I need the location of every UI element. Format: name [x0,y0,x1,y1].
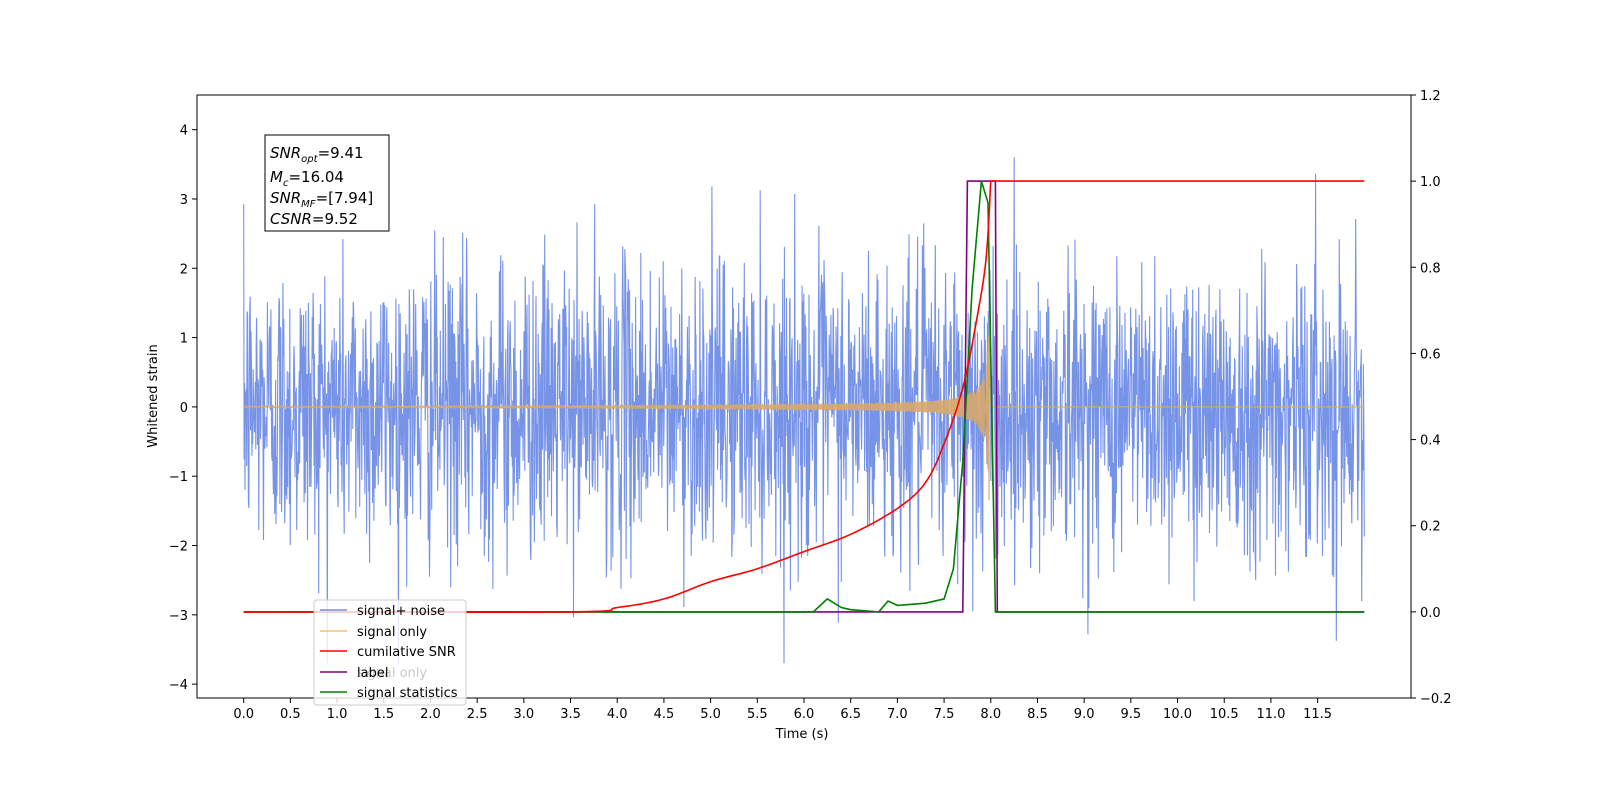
y-tick-label: −4 [169,678,188,693]
y-tick-label: 1 [180,332,188,347]
y-tick-label: 2 [180,262,188,277]
signal-plus-noise-line [243,157,1365,664]
x-tick-label: 8.5 [1027,707,1048,722]
y2-tick-label: 0.4 [1420,434,1441,449]
cumulative-snr-line [243,180,1365,613]
y2-tick-label: −0.2 [1420,692,1452,707]
legend-label-label: label [357,666,388,681]
x-tick-label: 5.0 [700,707,721,722]
legend-label-signal-statistics: signal statistics [357,686,458,701]
y-tick-label: 3 [180,193,188,208]
x-tick-label: 8.0 [980,707,1001,722]
snr-annotation-box: SNRopt=9.41 Mc=16.04 SNRMF=[7.94] CSNR=9… [264,134,390,232]
y-tick-label: −1 [169,470,188,485]
x-tick-label: 11.0 [1256,707,1285,722]
x-tick-label: 3.0 [514,707,535,722]
x-tick-label: 2.5 [467,707,488,722]
x-tick-label: 4.0 [607,707,628,722]
annotation-csnr: CSNR=9.52 [270,210,358,228]
annotation-mc: Mc=16.04 [270,168,344,189]
legend-occluded-text: signal only [357,666,427,681]
y2-tick-label: 0.8 [1420,261,1441,276]
y-tick-label: 4 [180,124,188,139]
y2-tick-label: 0.2 [1420,520,1441,535]
x-tick-label: 0.0 [233,707,254,722]
y2-tick-label: 0.0 [1420,606,1441,621]
y-tick-label: −3 [169,609,188,624]
signal-statistics-line [243,180,1365,613]
x-tick-label: 6.0 [794,707,815,722]
signal-only-line [243,269,1365,501]
y2-axis-ticks: 1.2 1.0 0.8 0.6 0.4 0.2 0.0 −0.2 [1411,89,1452,707]
x-tick-label: 0.5 [280,707,301,722]
y-axis-label: Whitened strain [146,344,161,447]
x-tick-label: 9.0 [1074,707,1095,722]
y-tick-label: −2 [169,540,188,555]
legend: signal only signal+ noise signal only cu… [313,599,467,706]
y2-tick-label: 0.6 [1420,347,1441,362]
x-tick-label: 7.5 [934,707,955,722]
y2-tick-label: 1.0 [1420,175,1441,190]
plot-series-area [243,157,1365,664]
x-tick-label: 1.0 [327,707,348,722]
x-tick-label: 1.5 [373,707,394,722]
legend-label-signal-plus-noise: signal+ noise [357,604,445,619]
y-axis-ticks: 4 3 2 1 0 −1 −2 −3 −4 [169,124,197,693]
x-tick-label: 4.5 [654,707,675,722]
x-tick-label: 6.5 [840,707,861,722]
annotation-snr-opt: SNRopt=9.41 [270,144,364,165]
y-tick-label: 0 [180,401,188,416]
legend-frame [313,599,467,706]
x-tick-label: 9.5 [1121,707,1142,722]
y2-tick-label: 1.2 [1420,89,1441,104]
x-axis-label: Time (s) [775,727,829,742]
x-axis-ticks: 0.0 0.5 1.0 1.5 2.0 2.5 3.0 3.5 4.0 4.5 5.0 5.5 6.0 6… [233,698,1332,722]
annotation-snr-mf: SNRMF=[7.94] [270,189,373,210]
x-tick-label: 10.5 [1210,707,1239,722]
x-tick-label: 2.0 [420,707,441,722]
x-tick-label: 11.5 [1303,707,1332,722]
x-tick-label: 10.0 [1163,707,1192,722]
annotation-frame [264,134,390,232]
x-tick-label: 5.5 [747,707,768,722]
x-tick-label: 3.5 [560,707,581,722]
legend-label-cumulative-snr: cumilative SNR [357,645,456,660]
x-tick-label: 7.0 [887,707,908,722]
legend-label-signal-only: signal only [357,625,427,640]
